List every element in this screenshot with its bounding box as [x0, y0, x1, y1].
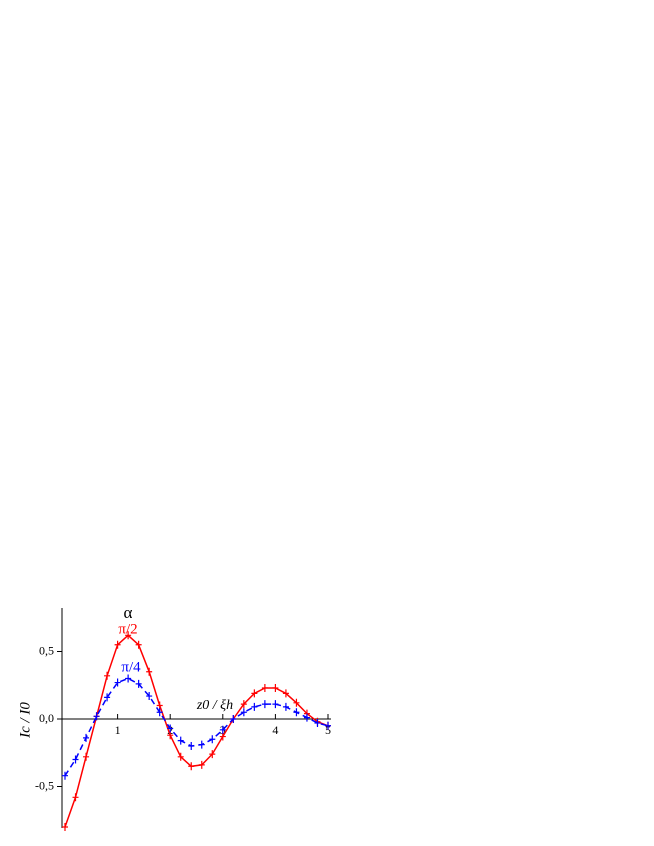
marker: [272, 683, 279, 692]
marker: [72, 755, 79, 764]
marker: [83, 752, 90, 761]
marker: [198, 740, 205, 749]
marker: [177, 736, 184, 745]
marker: [272, 700, 279, 709]
marker: [282, 689, 289, 698]
marker: [240, 700, 247, 709]
marker: [93, 712, 100, 721]
series-label: π/4: [121, 659, 141, 675]
legend-title: α: [124, 603, 133, 622]
marker: [177, 752, 184, 761]
marker: [146, 667, 153, 676]
x-axis-label: z0 / ξh: [196, 698, 233, 713]
marker: [282, 702, 289, 711]
series-line: [64, 634, 329, 828]
marker: [135, 640, 142, 649]
marker: [251, 702, 258, 711]
marker: [325, 721, 331, 730]
x-tick-label: 1: [115, 723, 121, 737]
marker: [156, 708, 163, 717]
marker: [83, 733, 90, 742]
y-axis-label: Ic / I0: [17, 702, 33, 739]
marker: [209, 750, 216, 759]
marker: [125, 674, 132, 683]
y-tick-label: 0,0: [39, 711, 54, 725]
y-tick-label: -0,5: [35, 778, 54, 792]
marker: [125, 631, 132, 640]
marker: [198, 760, 205, 769]
marker: [261, 700, 268, 709]
marker: [167, 731, 174, 740]
marker: [104, 693, 111, 702]
marker: [314, 719, 321, 728]
marker: [104, 671, 111, 680]
marker: [62, 771, 68, 780]
marker: [209, 735, 216, 744]
marker: [293, 698, 300, 707]
marker: [261, 683, 268, 692]
marker: [188, 762, 195, 771]
marker: [230, 715, 237, 723]
x-tick-label: 4: [272, 723, 278, 737]
marker: [62, 823, 68, 831]
marker: [167, 724, 174, 733]
marker: [156, 701, 163, 710]
marker: [188, 742, 195, 750]
marker: [219, 732, 226, 741]
marker: [146, 692, 153, 701]
marker: [219, 725, 226, 734]
marker: [114, 678, 121, 687]
marker: [240, 708, 247, 717]
marker: [303, 713, 310, 722]
marker: [135, 679, 142, 688]
y-tick-label: 0,5: [39, 643, 54, 657]
series-line: [64, 677, 329, 777]
series-label: π/2: [118, 621, 137, 637]
marker: [293, 708, 300, 717]
marker: [251, 689, 258, 698]
marker: [114, 640, 121, 649]
marker: [72, 793, 79, 802]
